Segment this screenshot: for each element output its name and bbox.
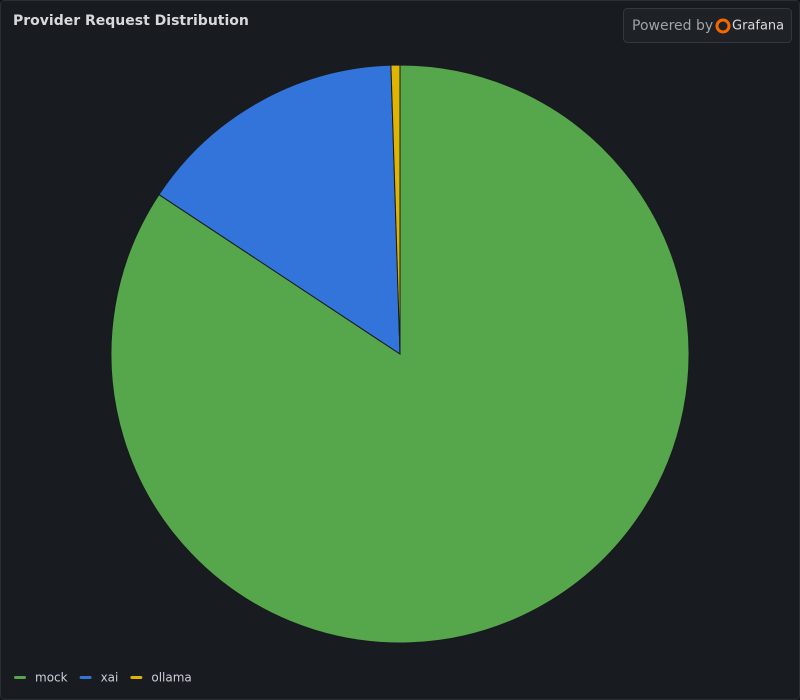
legend-label: ollama	[151, 671, 191, 685]
chart-title: Provider Request Distribution	[13, 13, 249, 29]
pie-slice	[158, 64, 401, 355]
legend-label: xai	[101, 671, 119, 685]
legend-swatch	[14, 676, 26, 679]
watermark-text: Powered by	[632, 18, 713, 34]
grafana-logo	[715, 18, 731, 34]
pie-slice	[390, 64, 401, 355]
pie-slice	[110, 64, 690, 644]
legend-label: mock	[35, 671, 68, 685]
watermark-badge[interactable]	[623, 8, 792, 43]
pie	[110, 64, 690, 644]
legend-swatch	[79, 676, 92, 679]
watermark-brand: Grafana	[732, 19, 784, 34]
legend-swatch	[130, 676, 143, 679]
legend: mock xai ollama	[14, 671, 192, 685]
